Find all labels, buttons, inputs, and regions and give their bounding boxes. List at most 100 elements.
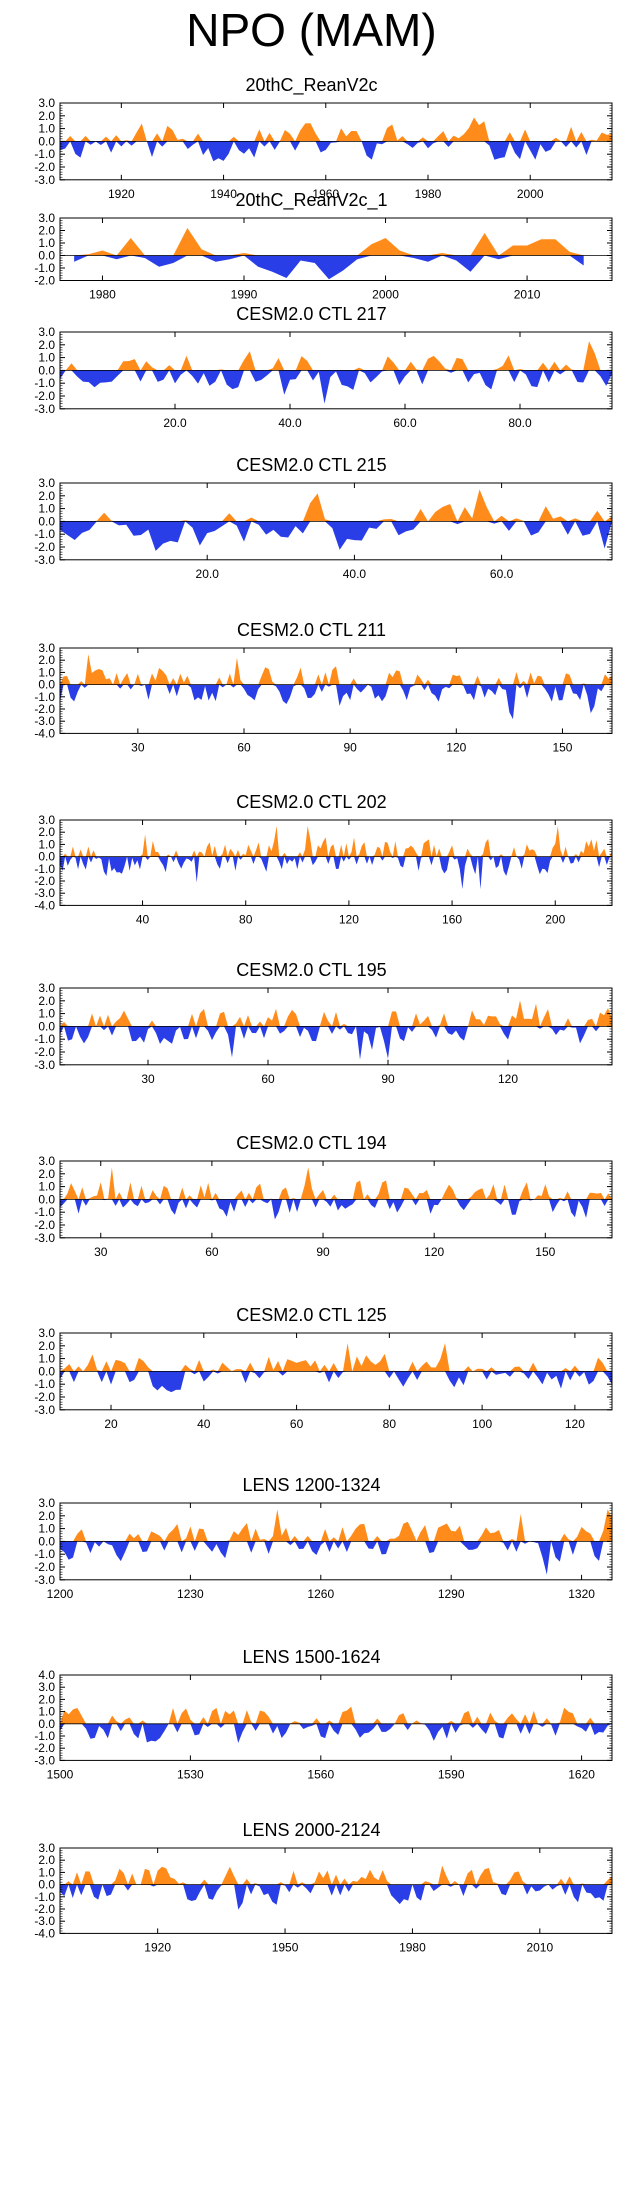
positive-area xyxy=(60,654,612,685)
chart-svg: 3.02.01.00.0-1.0-2.0-3.0 20.0 40.0 60.0 xyxy=(34,476,613,581)
positive-area xyxy=(60,1167,612,1200)
x-tick-label: 1980 xyxy=(415,187,442,201)
x-tick-label: 60.0 xyxy=(393,416,417,430)
y-tick-label: 1.0 xyxy=(38,1522,55,1536)
chart-title: CESM2.0 CTL 195 xyxy=(236,960,387,980)
y-tick-label: -1.0 xyxy=(34,1205,55,1219)
chart-svg: 3.02.01.00.0-1.0-2.0-3.0 1920 1940 1960 1980… xyxy=(34,96,613,201)
x-tick-label: 40 xyxy=(136,912,150,926)
chart-svg: 3.02.01.00.0-1.0-2.0-3.0 20 40 60 80 100 120 xyxy=(34,1326,613,1431)
y-tick-label: -2.0 xyxy=(34,1560,55,1574)
chart-title: CESM2.0 CTL 211 xyxy=(236,620,387,640)
y-tick-label: -1.0 xyxy=(34,1547,55,1561)
positive-area xyxy=(60,1706,612,1724)
x-tick-label: 20.0 xyxy=(196,567,220,581)
negative-area xyxy=(60,521,612,551)
x-tick-label: 1500 xyxy=(47,1767,74,1781)
x-tick-label: 90 xyxy=(343,740,357,754)
positive-area xyxy=(60,1343,612,1372)
y-tick-label: 0.0 xyxy=(38,1878,55,1892)
y-tick-label: 2.0 xyxy=(38,1167,55,1181)
plot-frame xyxy=(59,819,613,906)
x-tick-label: 90 xyxy=(381,1072,395,1086)
y-tick-label: 1.0 xyxy=(38,665,55,679)
y-tick-label: 3.0 xyxy=(38,96,55,110)
x-tick-label: 2010 xyxy=(514,288,541,302)
y-tick-label: 0.0 xyxy=(38,363,55,377)
chart-panel: 20thC_ReanV2c 3.0 2.0 1.0 0.0 -1.0 -2.0 -3.0 192… xyxy=(0,75,623,210)
y-tick-label: -2.0 xyxy=(34,702,55,716)
y-tick-label: -2.0 xyxy=(34,1045,55,1059)
x-tick-label: 120 xyxy=(424,1245,444,1259)
y-tick-label: 2.0 xyxy=(38,1692,55,1706)
y-tick-label: 3.0 xyxy=(38,1154,55,1168)
x-tick-label: 150 xyxy=(552,740,572,754)
chart-svg: 3.02.01.00.0-1.0-2.0 1980 1990 2000 2010 xyxy=(34,211,613,302)
x-tick-label: 120 xyxy=(339,912,359,926)
x-tick-label: 1530 xyxy=(177,1767,204,1781)
x-tick-label: 150 xyxy=(535,1245,555,1259)
chart-svg: 3.02.01.00.0-1.0-2.0-3.0-4.0 1920 1950 1980… xyxy=(34,1841,613,1954)
x-tick-label: 100 xyxy=(472,1417,492,1431)
plot-frame xyxy=(59,217,613,281)
y-tick-label: -2.0 xyxy=(34,274,55,288)
x-tick-label: 20 xyxy=(104,1417,118,1431)
x-tick-label: 40 xyxy=(197,1417,211,1431)
x-tick-label: 1960 xyxy=(312,187,339,201)
x-tick-label: 1260 xyxy=(307,1587,334,1601)
positive-area xyxy=(60,489,612,522)
y-tick-label: -2.0 xyxy=(34,540,55,554)
y-tick-label: -2.0 xyxy=(34,1218,55,1232)
x-tick-label: 1920 xyxy=(108,187,135,201)
x-tick-label: 2000 xyxy=(372,288,399,302)
chart-svg: 3.02.01.00.0-1.0-2.0-3.0-4.0 40 80 120 160 20… xyxy=(34,813,613,926)
chart-panel: CESM2.0 CTL 202 3.0 2.0 1.0 0.0 -1.0 -2.0 -3.0-… xyxy=(0,792,623,935)
x-tick-label: 1980 xyxy=(89,288,116,302)
y-tick-label: 1.0 xyxy=(38,236,55,250)
y-tick-label: 3.0 xyxy=(38,813,55,827)
y-tick-label: 1.0 xyxy=(38,502,55,516)
y-tick-label: 2.0 xyxy=(38,1509,55,1523)
x-tick-label: 60 xyxy=(290,1417,304,1431)
chart-svg: 3.02.01.00.0-1.0-2.0-3.0-4.0 30 60 90 120 150 xyxy=(34,641,613,754)
x-tick-label: 30 xyxy=(141,1072,155,1086)
y-tick-label: 2.0 xyxy=(38,653,55,667)
chart-panel: CESM2.0 CTL 217 3.0 2.0 1.0 0.0 -1.0 -2.0 -3.0 2… xyxy=(0,304,623,439)
y-tick-label: -2.0 xyxy=(34,160,55,174)
y-tick-label: 3.0 xyxy=(38,211,55,225)
x-tick-label: 2010 xyxy=(526,1940,553,1954)
negative-area xyxy=(60,1199,612,1220)
chart-title: 20thC_ReanV2c_1 xyxy=(235,190,388,210)
negative-area xyxy=(60,1541,612,1575)
y-tick-label: 0.0 xyxy=(38,1534,55,1548)
y-tick-label: 0.0 xyxy=(38,134,55,148)
y-tick-label: 0.0 xyxy=(38,1364,55,1378)
x-tick-label: 120 xyxy=(565,1417,585,1431)
positive-area xyxy=(60,117,612,142)
y-tick-label: -1.0 xyxy=(34,527,55,541)
x-tick-label: 1200 xyxy=(47,1587,74,1601)
positive-area xyxy=(60,1000,612,1027)
negative-area xyxy=(60,1026,612,1060)
y-tick-label: 3.0 xyxy=(38,641,55,655)
y-tick-label: -3.0 xyxy=(34,1058,55,1072)
y-tick-label: -3.0 xyxy=(34,714,55,728)
positive-area xyxy=(60,826,612,857)
y-tick-label: -3.0 xyxy=(34,402,55,416)
negative-area xyxy=(60,1371,612,1393)
y-tick-label: 0.0 xyxy=(38,1717,55,1731)
y-tick-label: 3.0 xyxy=(38,981,55,995)
y-tick-label: 3.0 xyxy=(38,476,55,490)
negative-area xyxy=(74,255,584,280)
positive-area xyxy=(74,228,584,256)
chart-title: CESM2.0 CTL 125 xyxy=(236,1305,387,1325)
y-tick-label: -3.0 xyxy=(34,886,55,900)
y-tick-label: 2.0 xyxy=(38,109,55,123)
y-tick-label: -3.0 xyxy=(34,173,55,187)
x-tick-label: 1590 xyxy=(438,1767,465,1781)
y-tick-label: 1.0 xyxy=(38,1865,55,1879)
plot-frame xyxy=(59,1674,613,1761)
negative-area xyxy=(60,1884,612,1910)
x-tick-label: 2000 xyxy=(517,187,544,201)
y-tick-label: -2.0 xyxy=(34,1390,55,1404)
